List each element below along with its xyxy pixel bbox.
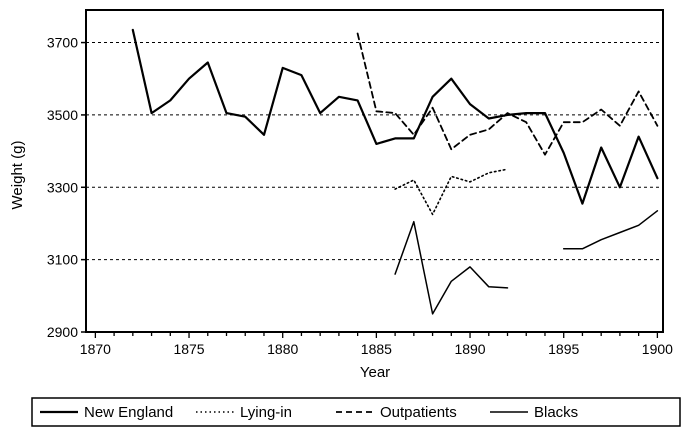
series-line-blacks-2 (562, 210, 659, 250)
y-tick-label-3500: 3500 (47, 107, 78, 123)
y-axis: 2900 3100 3300 3500 3700 (47, 35, 86, 340)
x-tick-label-1875: 1875 (173, 341, 204, 357)
x-axis-label: Year (360, 364, 390, 381)
y-tick-label-3100: 3100 (47, 252, 78, 268)
series-line-new-england (131, 28, 659, 205)
legend: New England Lying-in Outpatients Blacks (40, 404, 578, 421)
x-tick-label-1900: 1900 (642, 341, 673, 357)
legend-label-new-england: New England (84, 404, 173, 421)
x-tick-label-1890: 1890 (454, 341, 485, 357)
legend-label-blacks: Blacks (534, 404, 578, 421)
y-tick-label-3700: 3700 (47, 35, 78, 51)
series-layer (131, 28, 659, 315)
plot-frame (85, 9, 664, 333)
legend-label-lying-in: Lying-in (240, 404, 292, 421)
grid-lines (86, 42, 663, 261)
x-axis: 1870 1875 1880 1885 1890 1895 1900 (80, 332, 673, 357)
x-tick-label-1885: 1885 (361, 341, 392, 357)
series-line-blacks-1 (394, 220, 509, 315)
y-tick-label-3300: 3300 (47, 179, 78, 195)
y-axis-label: Weight (g) (9, 141, 26, 210)
series-line-lying-in (394, 168, 509, 216)
series-line-outpatients (356, 32, 659, 156)
x-tick-label-1880: 1880 (267, 341, 298, 357)
x-tick-label-1895: 1895 (548, 341, 579, 357)
y-tick-label-2900: 2900 (47, 324, 78, 340)
legend-label-outpatients: Outpatients (380, 404, 457, 421)
x-tick-label-1870: 1870 (80, 341, 111, 357)
